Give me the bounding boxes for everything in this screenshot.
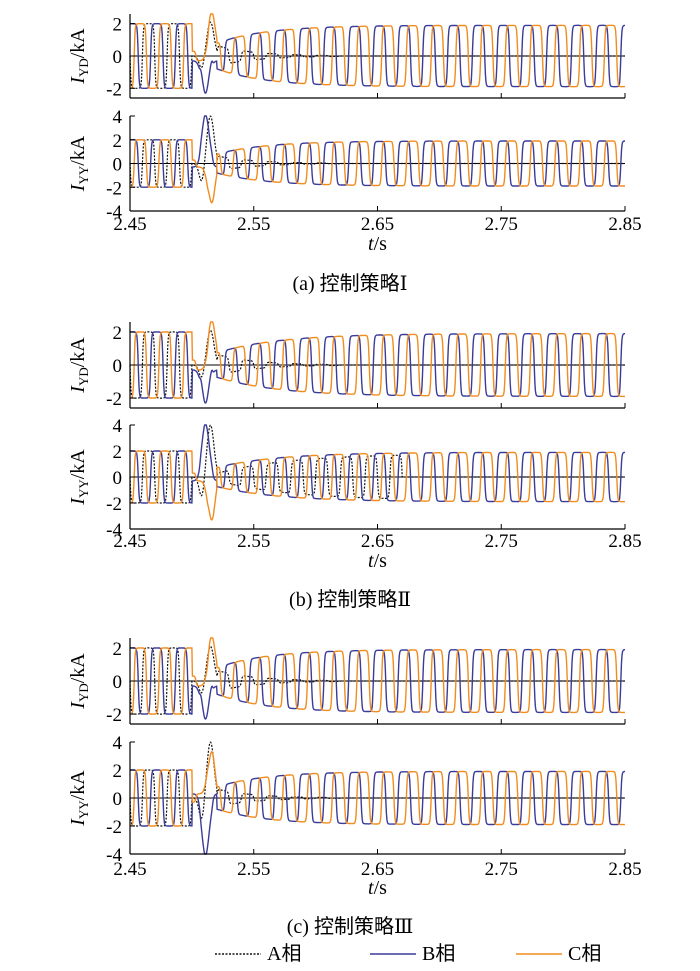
y-tick-label: 0 [113, 155, 123, 176]
series-A-line [129, 741, 625, 827]
y-tick-label: -2 [106, 705, 122, 726]
caption-1: (b) 控制策略Ⅱ [289, 588, 411, 611]
x-tick-label: 2.75 [485, 531, 518, 552]
y-tick-label: 0 [113, 789, 123, 810]
y-tick-label: -2 [106, 79, 122, 100]
y-tick-label: -4 [106, 845, 122, 866]
series-B-line [130, 115, 625, 188]
series-C-line [130, 13, 625, 89]
x-tick-label: 2.45 [113, 531, 146, 552]
x-tick-label: 2.45 [113, 859, 146, 880]
legend: A相 B相 C相 [215, 942, 601, 965]
series-C-line [130, 139, 625, 204]
caption-0: (a) 控制策略Ⅰ [292, 272, 407, 295]
y-tick-label: 2 [113, 639, 123, 660]
y-axis-label: IYY/kA [67, 449, 91, 506]
series-A-line [129, 115, 625, 188]
panel-2-subplot-1: 4 2 0 -2 -4 IYY/kA [67, 733, 626, 866]
series-C-line [130, 750, 626, 827]
y-tick-label: 0 [113, 356, 123, 377]
panel-1-subplot-0: 2 0 -2 IYD/kA [67, 321, 626, 410]
x-tick-label: 2.45 [113, 214, 146, 235]
x-tick-label: 2.85 [608, 214, 641, 235]
y-axis-label: IYY/kA [67, 770, 91, 827]
series-A-line [129, 424, 625, 504]
panel-0-subplot-0: 2 0 -2 IYD/kA [67, 13, 626, 100]
y-axis-label: IYY/kA [67, 135, 91, 192]
legend-label-A: A相 [267, 942, 301, 965]
series-A-line [129, 21, 625, 89]
series-B-line [130, 331, 625, 404]
y-tick-label: 2 [113, 131, 123, 152]
x-tick-label: 2.55 [237, 214, 270, 235]
y-tick-label: 0 [113, 672, 123, 693]
y-tick-label: 4 [113, 107, 123, 128]
panel-0-subplot-1: 4 2 0-2 -4 IYY/kA [67, 107, 626, 223]
y-axis-label: IYD/kA [67, 653, 91, 710]
y-tick-label: -2 [106, 178, 122, 199]
panel-1-subplot-1: 4 2 0 -2 -4 IYY/kA [67, 416, 626, 541]
x-tick-label: 2.55 [237, 531, 270, 552]
y-tick-label: -2 [106, 817, 122, 838]
x-tick-label: 2.65 [361, 531, 394, 552]
y-tick-label: 0 [113, 47, 123, 68]
y-tick-label: -4 [106, 202, 122, 223]
series-B-line [129, 769, 625, 855]
series-B-line [129, 23, 625, 94]
series-C-line [130, 637, 625, 715]
legend-label-B: B相 [422, 942, 455, 965]
y-tick-label: -2 [106, 494, 122, 515]
x-axis-label: t/s [368, 233, 387, 255]
x-tick-label: 2.85 [608, 531, 641, 552]
legend-label-C: C相 [568, 942, 601, 965]
series-C-line [130, 450, 625, 521]
y-tick-label: 2 [113, 442, 123, 463]
y-tick-label: 2 [113, 761, 123, 782]
series-C-line [130, 321, 626, 399]
y-axis-label: IYD/kA [67, 28, 91, 85]
x-tick-label: 2.75 [485, 214, 518, 235]
y-tick-label: 2 [113, 323, 123, 344]
x-axis-label: t/s [368, 550, 387, 572]
y-axis-label: IYD/kA [67, 337, 91, 394]
panel-2-subplot-0: 2 0 -2 IYD/kA [67, 637, 626, 726]
x-tick-label: 2.85 [608, 859, 641, 880]
series-B-line [130, 647, 626, 720]
x-tick-label: 2.55 [237, 859, 270, 880]
y-tick-label: 0 [113, 468, 123, 489]
x-tick-label: 2.75 [485, 859, 518, 880]
x-axis-label: t/s [368, 877, 387, 899]
y-tick-label: 4 [113, 416, 123, 437]
y-tick-label: 4 [113, 733, 123, 754]
y-tick-label: -2 [106, 389, 122, 410]
series-B-line [129, 424, 625, 504]
x-tick-label: 2.65 [361, 859, 394, 880]
x-tick-label: 2.65 [361, 214, 394, 235]
caption-2: (c) 控制策略Ⅲ [287, 915, 413, 938]
y-tick-label: -4 [106, 520, 122, 541]
y-tick-label: 2 [113, 15, 123, 36]
